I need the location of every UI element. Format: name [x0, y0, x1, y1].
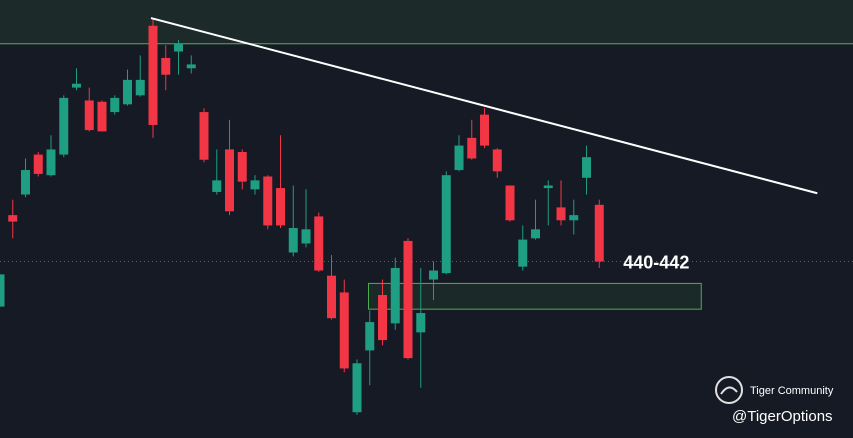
candle-body: [33, 154, 43, 174]
candle-body: [161, 57, 171, 75]
candle-body: [276, 188, 286, 226]
watermark-brand: Tiger Community: [750, 385, 834, 397]
candle-body: [480, 114, 490, 146]
candle-body: [339, 292, 349, 369]
candle-body: [467, 137, 477, 159]
candle-body: [174, 43, 184, 52]
candle-body: [365, 322, 375, 351]
candle-body: [582, 157, 592, 178]
watermark-logo: [715, 376, 743, 404]
candle-body: [492, 149, 502, 172]
candle-body: [250, 180, 260, 190]
candle-body: [441, 175, 451, 274]
candle-body: [416, 313, 426, 333]
candle-body: [21, 170, 31, 195]
target-box: [367, 282, 702, 310]
candle-body: [429, 270, 439, 280]
candle-body: [390, 267, 400, 324]
candle-body: [72, 83, 82, 88]
logo-mark: [720, 386, 738, 395]
candle-body: [148, 25, 158, 125]
candle-body: [237, 152, 247, 182]
candle-body: [123, 79, 133, 105]
candle-body: [84, 100, 94, 131]
candle-body: [212, 180, 222, 192]
candle-body: [352, 363, 362, 413]
candle-body: [186, 64, 196, 69]
candle-body: [505, 185, 515, 221]
candle-body: [97, 101, 107, 132]
candle-body: [46, 149, 56, 176]
candle-body: [8, 215, 18, 222]
candle-body: [454, 145, 464, 171]
candle-body: [59, 97, 69, 155]
resistance-zone: [0, 0, 853, 44]
logo-ring: [715, 376, 743, 404]
candle-body: [225, 149, 235, 212]
candle-body: [301, 229, 311, 244]
trendline: [150, 17, 818, 195]
candle-body: [135, 79, 145, 96]
candle-body: [594, 204, 604, 262]
candle-body: [0, 274, 5, 307]
candle-body: [543, 185, 553, 189]
candle-body: [556, 207, 566, 221]
candle-body: [531, 229, 541, 239]
candle-body: [327, 275, 337, 319]
candle-body: [569, 215, 579, 221]
candle-body: [110, 97, 120, 113]
candle-body: [288, 228, 298, 253]
candle-body: [518, 239, 528, 267]
watermark-handle: @TigerOptions: [732, 408, 833, 425]
candle-body: [378, 295, 388, 341]
target-label: 440-442: [623, 252, 689, 272]
candle-body: [263, 176, 273, 226]
candle-body: [403, 240, 413, 359]
candle-body: [199, 112, 209, 160]
candle-body: [314, 216, 324, 271]
